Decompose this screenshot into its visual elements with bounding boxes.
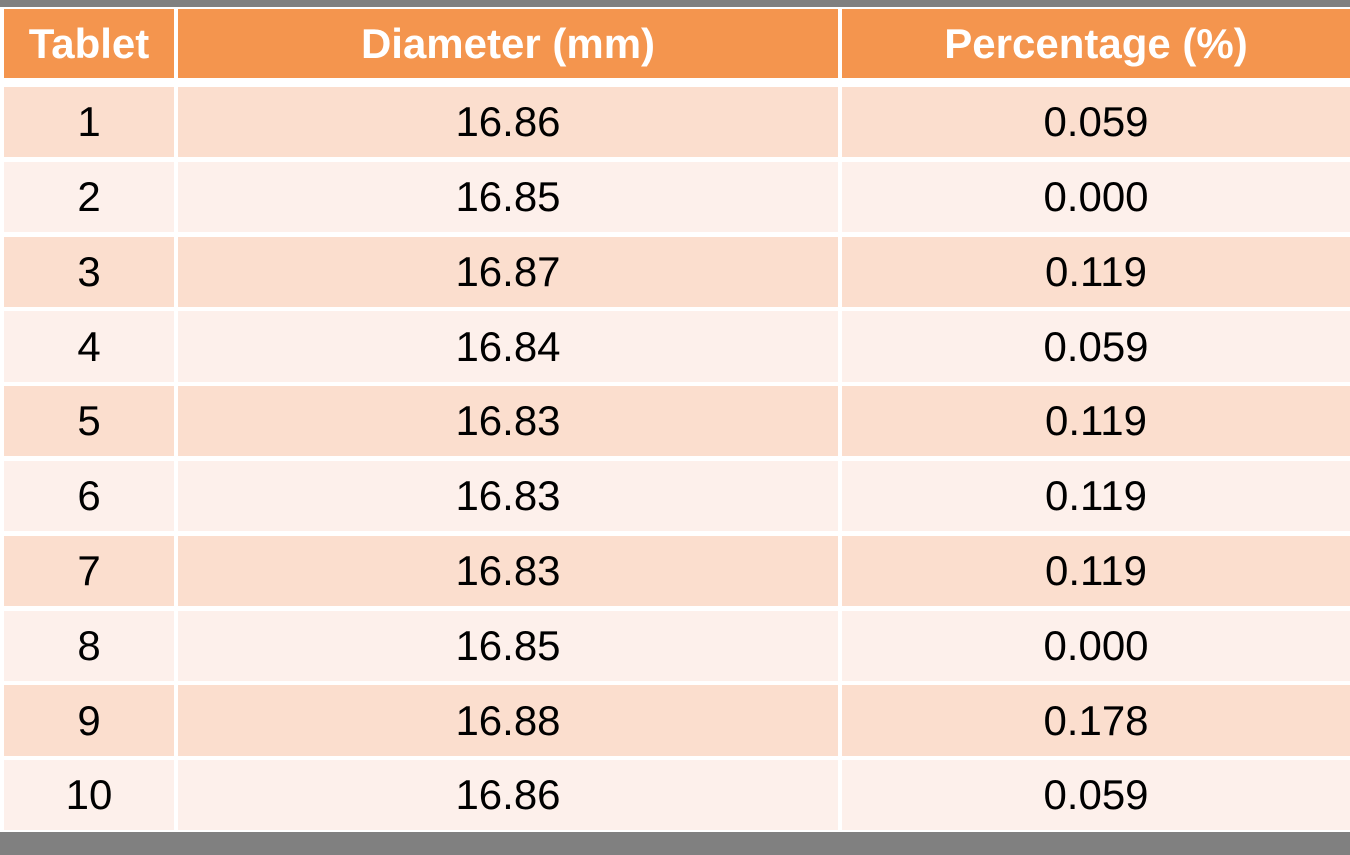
cell-tablet-8: 8 bbox=[4, 610, 174, 681]
cell-percentage-3: 0.119 bbox=[842, 236, 1350, 307]
table-header-row: Tablet Diameter (mm) Percentage (%) bbox=[4, 9, 1350, 78]
cell-diameter-2: 16.85 bbox=[178, 161, 838, 233]
cell-diameter-1: 16.86 bbox=[178, 87, 838, 158]
cell-diameter-6: 16.83 bbox=[178, 460, 838, 532]
cell-tablet-6: 6 bbox=[4, 460, 174, 532]
cell-diameter-8: 16.85 bbox=[178, 610, 838, 681]
column-header-diameter: Diameter (mm) bbox=[178, 9, 838, 78]
cell-percentage-10: 0.059 bbox=[842, 760, 1350, 831]
cell-tablet-2: 2 bbox=[4, 161, 174, 233]
table-body: 1 16.86 0.059 2 16.85 0.000 3 16.87 0.11… bbox=[4, 87, 1350, 831]
cell-percentage-8: 0.000 bbox=[842, 610, 1350, 681]
cell-diameter-9: 16.88 bbox=[178, 685, 838, 756]
cell-diameter-7: 16.83 bbox=[178, 535, 838, 607]
cell-diameter-3: 16.87 bbox=[178, 236, 838, 307]
cell-tablet-5: 5 bbox=[4, 386, 174, 457]
cell-tablet-10: 10 bbox=[4, 760, 174, 831]
cell-tablet-1: 1 bbox=[4, 87, 174, 158]
cell-diameter-5: 16.83 bbox=[178, 386, 838, 457]
measurements-table: Tablet Diameter (mm) Percentage (%) 1 16… bbox=[4, 9, 1350, 831]
top-gray-bar bbox=[0, 0, 1350, 7]
cell-diameter-10: 16.86 bbox=[178, 760, 838, 831]
column-header-tablet: Tablet bbox=[4, 9, 174, 78]
cell-tablet-4: 4 bbox=[4, 311, 174, 382]
column-header-percentage: Percentage (%) bbox=[842, 9, 1350, 78]
cell-percentage-2: 0.000 bbox=[842, 161, 1350, 233]
cell-percentage-7: 0.119 bbox=[842, 535, 1350, 607]
cell-percentage-5: 0.119 bbox=[842, 386, 1350, 457]
bottom-gray-bar bbox=[0, 832, 1350, 855]
cell-tablet-7: 7 bbox=[4, 535, 174, 607]
cell-percentage-4: 0.059 bbox=[842, 311, 1350, 382]
cell-percentage-6: 0.119 bbox=[842, 460, 1350, 532]
cell-percentage-1: 0.059 bbox=[842, 87, 1350, 158]
cell-diameter-4: 16.84 bbox=[178, 311, 838, 382]
cell-tablet-3: 3 bbox=[4, 236, 174, 307]
cell-percentage-9: 0.178 bbox=[842, 685, 1350, 756]
cell-tablet-9: 9 bbox=[4, 685, 174, 756]
